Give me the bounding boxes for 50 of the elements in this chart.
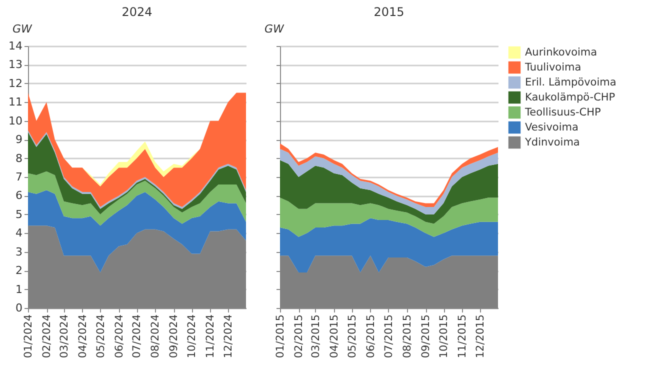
x-tick-label: 06/2024 — [113, 314, 126, 358]
y-tick-label: 6 — [16, 189, 22, 202]
legend-label: Eril. Lämpövoima — [525, 76, 616, 88]
x-tick-label: 10/2015 — [438, 314, 450, 358]
x-tick-label: 02/2024 — [41, 314, 54, 358]
x-tick-label: 09/2015 — [420, 314, 432, 358]
y-tick-label: 8 — [16, 152, 22, 165]
y-axis-title: GW — [264, 22, 286, 36]
x-tick-label: 07/2015 — [382, 314, 395, 358]
y-tick-label: 5 — [16, 208, 22, 221]
y-tick-label: 14 — [8, 40, 22, 52]
chart-title: 2024 — [122, 5, 152, 19]
x-tick-label: 03/2015 — [310, 314, 322, 358]
y-tick-label: 7 — [16, 170, 22, 184]
x-tick-label: 07/2024 — [131, 314, 144, 358]
legend-label: Tuulivoima — [524, 62, 582, 74]
x-tick-label: 12/2024 — [222, 314, 235, 358]
x-tick-label: 01/2024 — [22, 314, 34, 358]
legend-label: Teollisuus-CHP — [524, 106, 601, 118]
x-tick-label: 09/2024 — [168, 314, 180, 358]
y-tick-label: 1 — [16, 282, 22, 296]
legend-label: Ydinvoima — [524, 136, 580, 148]
y-tick-label: 13 — [8, 58, 22, 72]
y-tick-label: 10 — [8, 114, 22, 128]
y-tick-label: 12 — [8, 76, 22, 90]
y-tick-label: 0 — [16, 302, 22, 314]
chart-title: 2015 — [374, 5, 404, 19]
legend-label: Kaukolämpö-CHP — [525, 92, 616, 104]
x-tick-label: 12/2015 — [474, 314, 487, 358]
x-tick-label: 05/2015 — [346, 314, 358, 358]
legend-label: Vesivoima — [525, 122, 578, 134]
y-tick-label: 2 — [16, 264, 22, 278]
x-tick-label: 05/2024 — [94, 314, 107, 358]
x-tick-label: 11/2024 — [204, 314, 217, 358]
x-tick-label: 03/2024 — [58, 314, 70, 358]
x-tick-label: 06/2015 — [364, 314, 377, 358]
x-tick-label: 10/2024 — [186, 314, 198, 358]
y-tick-label: 3 — [16, 245, 22, 258]
x-tick-label: 04/2024 — [76, 314, 89, 358]
x-tick-label: 08/2024 — [150, 314, 162, 358]
y-tick-label: 4 — [16, 226, 22, 240]
x-tick-label: 02/2015 — [293, 314, 306, 358]
x-tick-label: 01/2015 — [274, 314, 286, 358]
x-tick-label: 04/2015 — [328, 314, 340, 358]
legend-label: Aurinkovoima — [525, 46, 598, 58]
y-tick-label: 9 — [16, 133, 22, 146]
y-tick-label: 11 — [8, 96, 22, 109]
x-tick-label: 08/2015 — [401, 314, 414, 358]
x-tick-label: 11/2015 — [456, 314, 469, 358]
y-axis-title: GW — [12, 22, 34, 36]
